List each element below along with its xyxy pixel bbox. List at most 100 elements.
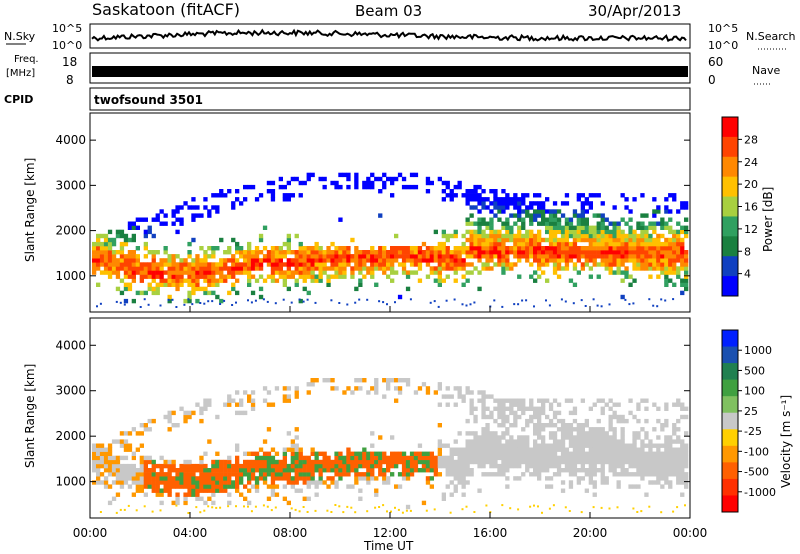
- heatmap-cell: [640, 237, 645, 243]
- heatmap-cell: [664, 459, 669, 465]
- heatmap-cell: [155, 476, 160, 481]
- heatmap-cell: [239, 492, 244, 497]
- heatmap-cell: [608, 507, 611, 510]
- heatmap-cell: [525, 443, 530, 448]
- colorbar-swatch: [722, 330, 738, 348]
- heatmap-cell: [560, 237, 566, 243]
- heatmap-cell: [656, 476, 661, 481]
- heatmap-cell: [517, 250, 522, 255]
- heatmap-cell: [521, 435, 526, 440]
- heatmap-cell: [278, 476, 283, 481]
- heatmap-cell: [453, 468, 458, 473]
- heatmap-cell: [529, 237, 534, 243]
- heatmap-cell: [584, 459, 589, 465]
- heatmap-cell: [517, 274, 522, 279]
- heatmap-cell: [92, 463, 97, 469]
- heatmap-cell: [560, 201, 566, 206]
- heatmap-cell: [600, 447, 605, 452]
- heatmap-cell: [211, 254, 216, 259]
- heatmap-cell: [151, 418, 156, 424]
- heatmap-cell: [596, 435, 601, 440]
- heatmap-cell: [441, 246, 446, 251]
- heatmap-cell: [564, 455, 570, 461]
- heatmap-cell: [505, 205, 510, 210]
- heatmap-cell: [175, 423, 180, 428]
- heatmap-cell: [537, 431, 542, 436]
- heatmap-cell: [123, 274, 129, 279]
- heatmap-cell: [525, 205, 530, 210]
- heatmap-cell: [159, 304, 162, 307]
- heatmap-cell: [660, 423, 665, 428]
- heatmap-cell: [167, 414, 172, 420]
- heatmap-cell: [274, 270, 280, 275]
- heatmap-cell: [672, 439, 677, 444]
- heatmap-cell: [274, 492, 280, 497]
- heatmap-cell: [636, 511, 639, 513]
- heatmap-cell: [318, 246, 323, 251]
- heatmap-cell: [211, 278, 216, 283]
- heatmap-cell: [203, 270, 208, 275]
- heatmap-cell: [517, 303, 520, 306]
- heatmap-cell: [115, 511, 118, 514]
- heatmap-cell: [580, 213, 585, 218]
- heatmap-cell: [127, 468, 133, 473]
- heatmap-cell: [533, 414, 538, 420]
- heatmap-cell: [497, 217, 502, 222]
- heatmap-cell: [489, 435, 494, 440]
- heatmap-cell: [334, 468, 339, 473]
- heatmap-cell: [680, 476, 685, 481]
- heatmap-cell: [378, 472, 383, 477]
- heatmap-cell: [596, 459, 601, 465]
- heatmap-cell: [457, 394, 462, 399]
- nsky-line: [91, 28, 687, 42]
- heatmap-cell: [103, 241, 109, 247]
- heatmap-cell: [155, 262, 160, 267]
- heatmap-cell: [278, 250, 283, 255]
- heatmap-cell: [195, 488, 200, 493]
- heatmap-cell: [286, 237, 291, 243]
- heatmap-cell: [374, 282, 379, 287]
- heatmap-cell: [342, 455, 347, 461]
- heatmap-cell: [362, 451, 367, 456]
- heatmap-cell: [672, 237, 677, 243]
- heatmap-cell: [552, 241, 558, 247]
- heatmap-cell: [680, 246, 685, 251]
- heatmap-cell: [529, 402, 534, 407]
- heatmap-cell: [350, 468, 355, 473]
- heatmap-cell: [680, 229, 685, 235]
- heatmap-cell: [505, 229, 510, 235]
- heatmap-cell: [505, 451, 510, 456]
- heatmap-cell: [517, 439, 522, 444]
- heatmap-cell: [207, 282, 212, 287]
- heatmap-cell: [644, 262, 649, 267]
- heatmap-cell: [187, 298, 190, 301]
- heatmap-cell: [624, 241, 629, 247]
- heatmap-cell: [664, 282, 669, 287]
- heatmap-cell: [560, 225, 566, 230]
- heatmap-cell: [187, 294, 192, 300]
- heatmap-cell: [616, 506, 619, 509]
- heatmap-cell: [187, 410, 192, 416]
- heatmap-cell: [294, 488, 299, 493]
- heatmap-cell: [183, 480, 188, 485]
- heatmap-cell: [572, 225, 578, 230]
- heatmap-cell: [509, 201, 514, 206]
- heatmap-cell: [624, 250, 629, 255]
- heatmap-cell: [620, 447, 625, 452]
- heatmap-cell: [306, 250, 311, 255]
- heatmap-cell: [489, 254, 494, 259]
- heatmap-cell: [505, 197, 510, 202]
- heatmap-cell: [302, 254, 307, 259]
- heatmap-cell: [668, 468, 673, 473]
- heatmap-cell: [326, 455, 331, 461]
- heatmap-cell: [572, 427, 578, 432]
- heatmap-cell: [652, 443, 657, 448]
- heatmap-cell: [254, 299, 257, 302]
- heatmap-cell: [656, 447, 661, 452]
- heatmap-cell: [481, 414, 486, 420]
- heatmap-cell: [143, 241, 148, 247]
- heatmap-cell: [680, 278, 685, 283]
- heatmap-cell: [537, 463, 542, 469]
- heatmap-cell: [608, 246, 613, 251]
- heatmap-cell: [127, 484, 133, 489]
